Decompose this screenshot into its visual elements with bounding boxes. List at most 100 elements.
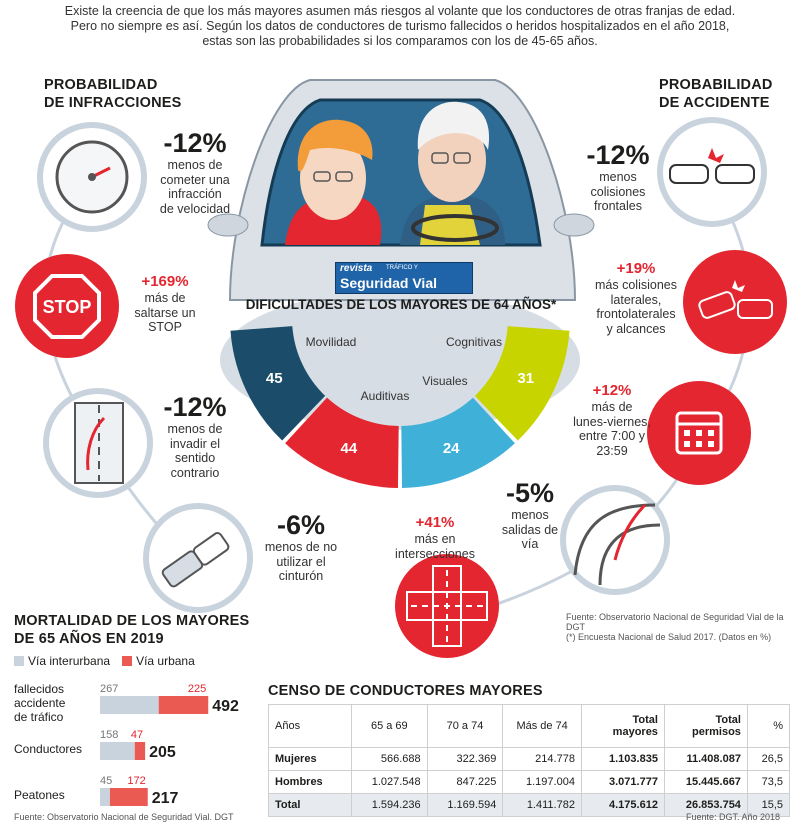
gauge-title: DIFICULTADES DE LOS MAYORES DE 64 AÑOS* bbox=[245, 297, 557, 312]
stat-value: +12% bbox=[592, 382, 632, 399]
stop-sign-icon: STOP bbox=[15, 254, 119, 358]
gauge-value: 24 bbox=[443, 440, 460, 457]
censo-cell: 1.197.004 bbox=[502, 770, 582, 794]
row-label-conductores: Conductores bbox=[14, 742, 83, 756]
stat-value: +41% bbox=[415, 514, 455, 531]
gauge-segment-visuales bbox=[401, 397, 515, 488]
bar-value-label: 225 bbox=[188, 683, 206, 695]
stat-desc: menos de no utilizar el cinturón bbox=[264, 540, 338, 583]
speedometer-icon bbox=[37, 122, 147, 232]
road-exit-icon bbox=[560, 485, 670, 595]
censo-row: Mujeres 566.688 322.369 214.778 1.103.835 11.… bbox=[268, 747, 791, 771]
title-line: DE INFRACCIONES bbox=[44, 95, 182, 111]
stat-desc: menos colisiones frontales bbox=[590, 170, 646, 213]
gauge-label: Movilidad bbox=[306, 335, 357, 349]
stat-frontales: -12% menos colisiones frontales bbox=[578, 140, 658, 214]
stat-cinturon: -6% menos de no utilizar el cinturón bbox=[256, 510, 346, 584]
legend-interurbana: Vía interurbana bbox=[14, 654, 110, 668]
censo-row: Total 1.594.236 1.169.594 1.411.782 4.175.61… bbox=[268, 793, 791, 817]
stat-value: -6% bbox=[276, 510, 325, 540]
intro-text: Existe la creencia de que los más mayore… bbox=[40, 4, 760, 49]
intro-line: Existe la creencia de que los más mayore… bbox=[64, 4, 736, 18]
row-label-peatones: Peatones bbox=[14, 788, 65, 802]
censo-cell: 566.688 bbox=[351, 747, 428, 771]
stat-value: -5% bbox=[505, 478, 554, 508]
censo-cell: 15.445.667 bbox=[663, 770, 748, 794]
censo-cell: Hombres bbox=[268, 770, 352, 794]
stat-desc: más colisiones laterales, frontolaterales y… bbox=[595, 278, 677, 336]
stat-value: -12% bbox=[163, 128, 227, 158]
stat-sentido-contrario: -12% menos de invadir el sentido contrario bbox=[150, 392, 240, 480]
censo-cell: 3.071.777 bbox=[580, 770, 665, 794]
bar-urbana bbox=[134, 742, 146, 760]
gauge-value: 45 bbox=[266, 370, 283, 387]
elderly-woman-driver bbox=[285, 119, 382, 245]
header-cell: Total mayores bbox=[580, 704, 665, 748]
header-cell: 65 a 69 bbox=[351, 704, 428, 748]
elderly-man-driver bbox=[400, 101, 505, 245]
header-cell: Total permisos bbox=[663, 704, 748, 748]
title-line: PROBABILIDAD bbox=[44, 77, 158, 93]
gauge-value: 31 bbox=[517, 370, 534, 387]
header-cell: Más de 74 bbox=[502, 704, 582, 748]
censo-cell: 847.225 bbox=[426, 770, 504, 794]
stat-velocidad: -12% menos de cometer una infracción de vel… bbox=[140, 128, 250, 216]
censo-cell: 214.778 bbox=[502, 747, 582, 771]
bar-total-label: 205 bbox=[149, 744, 176, 761]
censo-cell: Mujeres bbox=[268, 747, 352, 771]
censo-cell: 73,5 bbox=[746, 770, 791, 794]
bar-urbana bbox=[158, 696, 209, 714]
gauge-segment-cognitivas bbox=[474, 326, 570, 441]
mortalidad-source: Fuente: Observatorio Nacional de Segurid… bbox=[14, 812, 234, 822]
stat-desc: más en intersecciones bbox=[395, 532, 475, 561]
stat-desc: menos salidas de vía bbox=[501, 508, 559, 551]
stat-value: -12% bbox=[586, 140, 650, 170]
gauge-label: Cognitivas bbox=[446, 335, 502, 349]
row-label-fallecidos: fallecidos accidente de tráfico bbox=[14, 682, 66, 724]
stat-laterales: +19% más colisiones laterales, frontolater… bbox=[588, 260, 684, 336]
censo-cell: 322.369 bbox=[426, 747, 504, 771]
mortalidad-title: MORTALIDAD DE LOS MAYORES DE 65 AÑOS EN … bbox=[14, 612, 249, 648]
stat-stop: +169% más de saltarse un STOP bbox=[115, 273, 215, 335]
stat-value: +169% bbox=[141, 273, 189, 290]
intro-line: Pero no siempre es así. Según los datos … bbox=[70, 19, 730, 33]
svg-text:STOP: STOP bbox=[43, 297, 92, 317]
stat-desc: menos de invadir el sentido contrario bbox=[167, 422, 223, 480]
mortalidad-legend: Vía interurbana Vía urbana bbox=[14, 654, 195, 668]
wrong-way-icon bbox=[43, 388, 153, 498]
logo-revista: revista bbox=[340, 263, 373, 274]
stat-value: +19% bbox=[616, 260, 656, 277]
stat-desc: más de lunes-viernes, entre 7:00 y 23:59 bbox=[573, 400, 651, 458]
stat-lunes-viernes: +12% más de lunes-viernes, entre 7:00 y 23:… bbox=[562, 382, 662, 458]
header-cell: Años bbox=[268, 704, 352, 748]
censo-row: Hombres 1.027.548 847.225 1.197.004 3.071.77… bbox=[268, 770, 791, 794]
bar-interurbana bbox=[100, 742, 135, 760]
left-connector bbox=[43, 174, 192, 562]
revista-logo: revista TRÁFICO Y Seguridad Vial bbox=[335, 262, 473, 294]
sources-right: Fuente: Observatorio Nacional de Segurid… bbox=[566, 612, 791, 642]
calendar-icon bbox=[647, 381, 751, 485]
infracciones-title: PROBABILIDAD DE INFRACCIONES bbox=[44, 76, 182, 112]
bar-total-label: 492 bbox=[212, 698, 239, 715]
mortalidad-chart: 267 225 492 158 47 205 45 172 217 bbox=[100, 683, 239, 807]
header-cell: 70 a 74 bbox=[426, 704, 504, 748]
title-line: MORTALIDAD DE LOS MAYORES bbox=[14, 613, 250, 629]
censo-cell: 1.103.835 bbox=[580, 747, 665, 771]
legend-urbana: Vía urbana bbox=[122, 654, 195, 668]
stat-value: -12% bbox=[163, 392, 227, 422]
logo-seguridad-vial: Seguridad Vial bbox=[340, 275, 437, 291]
bar-total-label: 217 bbox=[152, 790, 179, 807]
gauge-segment-auditivas bbox=[285, 397, 399, 488]
accidente-title: PROBABILIDAD DE ACCIDENTE bbox=[659, 76, 773, 112]
logo-trafico: TRÁFICO Y bbox=[386, 265, 418, 271]
header-cell: % bbox=[746, 704, 791, 748]
censo-cell: 4.175.612 bbox=[580, 793, 665, 817]
stat-desc: más de saltarse un STOP bbox=[134, 291, 196, 334]
source-line: (*) Encuesta Nacional de Salud 2017. (Da… bbox=[566, 632, 772, 642]
bar-interurbana bbox=[100, 788, 110, 806]
bar-urbana bbox=[109, 788, 148, 806]
bar-interurbana bbox=[100, 696, 159, 714]
gauge-label: Visuales bbox=[422, 374, 467, 388]
censo-cell: 15,5 bbox=[746, 793, 791, 817]
